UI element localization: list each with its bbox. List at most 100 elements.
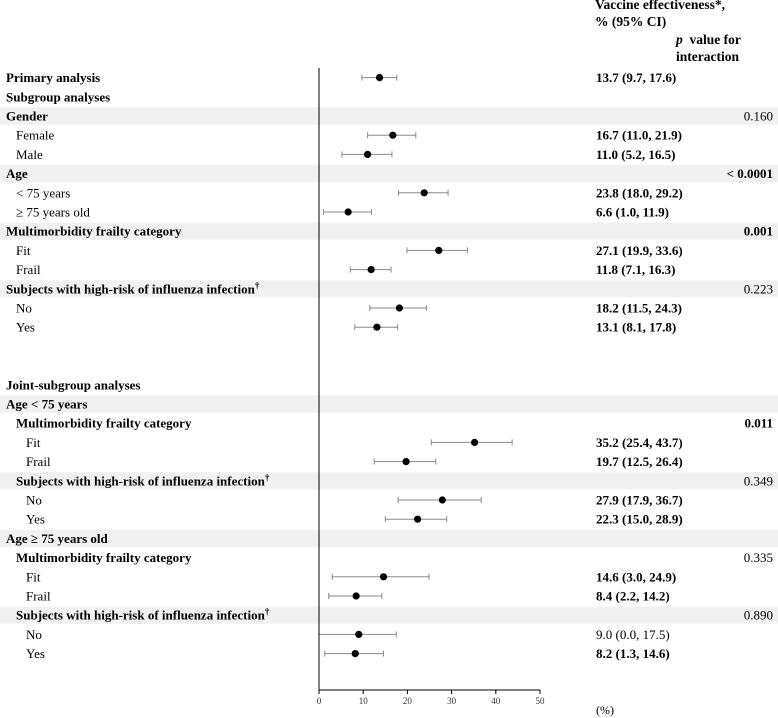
p-value-text: 0.335 [744,550,773,565]
ci-value-text: 19.7 (12.5, 26.4) [596,454,683,469]
point-estimate [351,650,359,658]
x-tick-label: 20 [403,696,413,706]
ci-value-text: 27.9 (17.9, 36.7) [596,493,683,508]
row-label: Age [6,166,28,181]
row-label-text: Fit [16,243,31,258]
row-label-text: Subgroup analyses [6,89,110,104]
point-estimate [355,630,363,639]
point-estimate [413,515,422,523]
estimate-marks-layer [318,74,513,658]
row-label-text: Subjects with high-risk of influenza inf… [16,608,266,623]
x-tick-label: 30 [447,696,457,706]
row-shade-band [0,395,778,413]
point-estimate [373,323,381,331]
point-estimate [367,266,375,274]
row-label-text: Age ≥ 75 years old [6,531,109,546]
ci-value-text: 27.1 (19.9, 33.6) [596,243,683,258]
row-labels-layer: Primary analysis Subgroup analyses Gender F… [6,70,270,661]
row-label: Yes [16,320,35,335]
row-label-text: Subjects with high-risk of influenza inf… [6,281,256,296]
row-label-text: Frail [16,262,41,277]
ci-value-text: 9.0 (0.0, 17.5) [596,627,670,642]
row-shade-band [0,222,778,240]
x-tick-label: 50 [536,696,546,706]
point-estimate [438,496,446,504]
ci-value-text: 13.7 (9.7, 17.6) [596,70,676,85]
dagger-footnote-mark: † [265,472,270,482]
ve-column-header: Vaccine effectiveness*, % (95% CI) [595,0,725,29]
row-label: Fit [26,435,41,450]
row-label-text: Yes [26,512,45,527]
row-label: Age < 75 years [6,397,87,412]
ci-value-text: 8.2 (1.3, 14.6) [596,646,670,661]
x-axis: 0 10 20 30 40 50 [317,68,545,706]
point-estimate [364,150,372,158]
row-label-text: Male [16,147,43,162]
row-label: Multimorbidity frailty category [6,224,182,239]
point-estimate [344,208,352,216]
row-label-text: Frail [26,589,51,604]
row-shade-band [0,165,778,183]
row-label: Yes [26,646,45,661]
dagger-footnote-mark: † [265,607,270,617]
ci-value-text: 18.2 (11.5, 24.3) [596,301,682,316]
point-estimate [470,438,479,446]
x-tick-label: 40 [491,696,501,706]
row-label: Age ≥ 75 years old [6,531,109,546]
row-label-text: Joint-subgroup analyses [6,377,141,392]
ci-value-text: 35.2 (25.4, 43.7) [596,435,683,450]
point-estimate [375,74,384,82]
ci-value-text: 23.8 (18.0, 29.2) [596,185,683,200]
p-value-text: < 0.0001 [727,166,773,181]
row-shade-band [0,107,778,125]
row-shade-band [0,472,778,490]
ci-value-text: 8.4 (2.2, 14.2) [596,589,670,604]
row-label: Frail [26,454,51,469]
row-label-text: Fit [26,569,41,584]
p-value-column-header: p value for interaction [676,31,778,65]
row-label: No [16,301,32,316]
row-label: Subjects with high-risk of influenza inf… [16,607,270,623]
p-value-text: 0.890 [744,608,773,623]
dagger-footnote-mark: † [255,280,260,290]
row-label: Yes [26,512,45,527]
row-label: < 75 years [16,185,70,200]
row-label-text: Primary analysis [6,70,100,85]
point-estimate [402,458,410,466]
row-label: Gender [6,109,48,124]
p-value-text: 0.001 [744,224,773,239]
ci-value-text: 6.6 (1.0, 11.9) [596,205,669,220]
row-label-text: Multimorbidity frailty category [16,550,192,565]
row-label: Subjects with high-risk of influenza inf… [6,280,260,296]
x-tick-label: 10 [359,696,369,706]
ci-value-text: 13.1 (8.1, 17.8) [596,320,676,335]
p-value-header-label: value for interaction [676,32,741,64]
row-shade-band [0,606,778,624]
p-symbol: p [676,32,683,47]
point-estimate [389,131,397,139]
row-label-text: Age [6,166,28,181]
row-label: No [26,493,42,508]
row-label-text: Fit [26,435,41,450]
ci-value-text: 11.0 (5.2, 16.5) [596,147,675,162]
row-shade-band [0,529,778,547]
row-label-text: No [26,627,42,642]
row-label-text: ≥ 75 years old [16,205,90,220]
row-shading-layer [0,107,778,624]
row-label-text: Female [16,128,54,143]
row-label-text: No [26,493,42,508]
row-label: No [26,627,42,642]
p-value-layer: 0.160 < 0.0001 0.001 0.223 0.011 0.349 0.335 0.… [727,109,773,623]
ci-text-layer: 13.7 (9.7, 17.6) 16.7 (11.0, 21.9) 11.0 (5… [596,70,683,661]
point-estimate [435,246,443,254]
row-label: Fit [16,243,31,258]
p-value-text: 0.349 [744,473,773,488]
ci-value-text: 16.7 (11.0, 21.9) [596,128,682,143]
row-label: Multimorbidity frailty category [16,550,192,565]
row-label: ≥ 75 years old [16,205,90,220]
row-label-text: Age < 75 years [6,397,87,412]
row-label: Frail [16,262,41,277]
point-estimate [352,592,360,600]
row-label-text: Yes [26,646,45,661]
